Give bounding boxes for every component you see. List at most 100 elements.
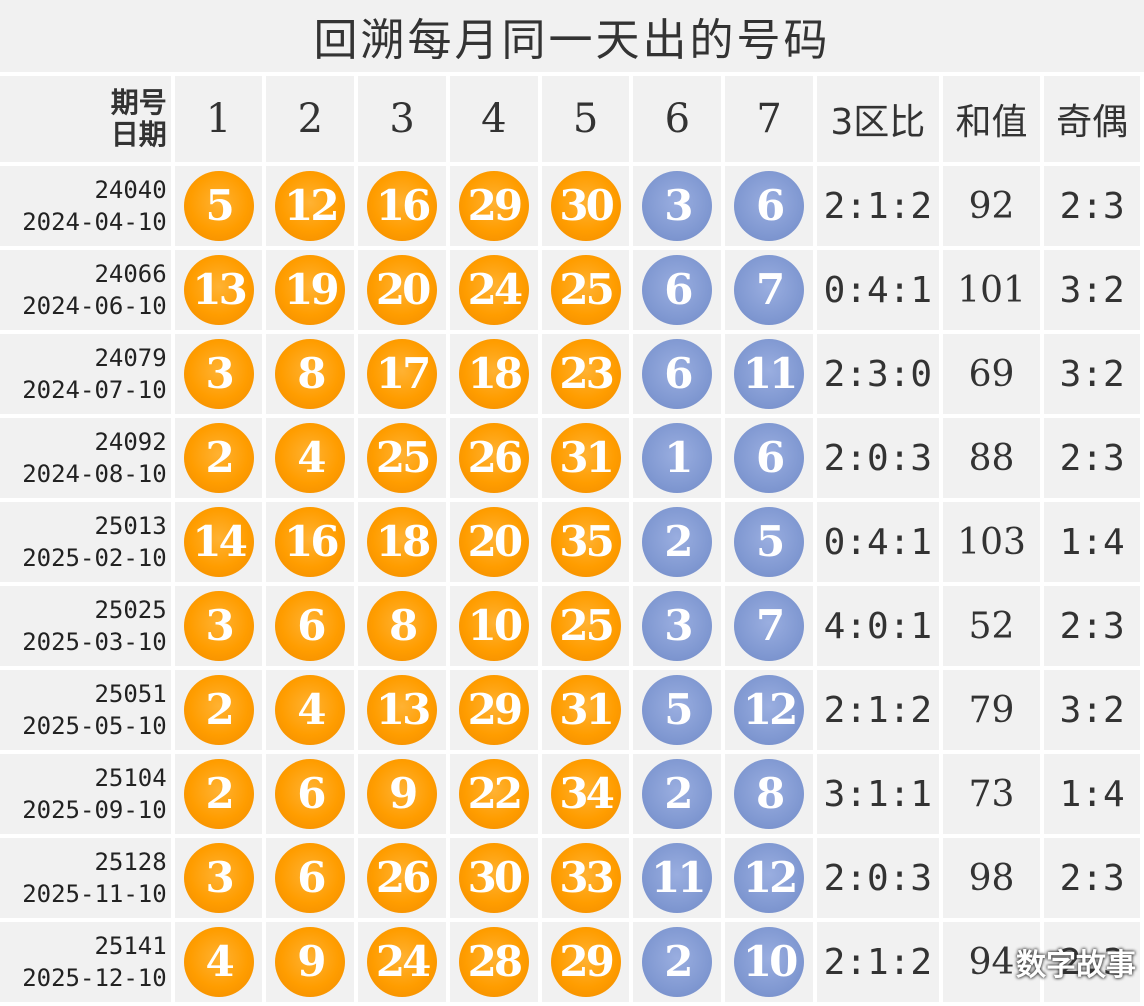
front-ball: 6 <box>275 843 346 913</box>
front-ball: 3 <box>183 591 254 661</box>
issue-number: 25141 <box>94 932 167 960</box>
ball-cell: 6 <box>725 418 813 498</box>
column-header-5: 5 <box>541 76 630 162</box>
ball-cell: 33 <box>541 838 630 918</box>
ball-cell: 16 <box>266 502 355 582</box>
zone-ratio-cell: 2:0:3 <box>816 838 939 918</box>
rows-body: 24040 2024-04-10 5 12 16 29 30 3 6 2:1:2 92 2:3 2406… <box>0 166 1140 1002</box>
back-ball: 6 <box>734 423 805 493</box>
issue-date-cell: 25025 2025-03-10 <box>0 586 171 666</box>
issue-number: 25128 <box>94 848 167 876</box>
ball-cell: 10 <box>725 922 813 1002</box>
column-header-6: 6 <box>633 76 722 162</box>
ball-cell: 14 <box>174 502 263 582</box>
ball-cell: 13 <box>174 250 263 330</box>
front-ball: 5 <box>183 171 254 241</box>
odd-even-cell: 1:4 <box>1044 754 1140 834</box>
column-header-1: 1 <box>174 76 263 162</box>
ball-cell: 3 <box>174 334 263 414</box>
table-row: 25104 2025-09-10 2 6 9 22 34 2 8 3:1:1 73 1:4 <box>0 754 1140 834</box>
ball-cell: 3 <box>633 166 722 246</box>
front-ball: 23 <box>550 339 621 409</box>
page-title: 回溯每月同一天出的号码 <box>0 0 1144 72</box>
zone-ratio-cell: 2:1:2 <box>816 922 939 1002</box>
back-ball: 8 <box>734 759 805 829</box>
issue-number: 24066 <box>94 260 167 288</box>
ball-cell: 28 <box>449 922 538 1002</box>
issue-date-cell: 24040 2024-04-10 <box>0 166 171 246</box>
odd-even-header: 奇偶 <box>1044 76 1140 162</box>
sum-cell: 88 <box>942 418 1041 498</box>
ball-cell: 29 <box>541 922 630 1002</box>
ball-cell: 8 <box>266 334 355 414</box>
table-row: 24079 2024-07-10 3 8 17 18 23 6 11 2:3:0 69 3:2 <box>0 334 1140 414</box>
front-ball: 2 <box>183 759 254 829</box>
front-ball: 17 <box>367 339 438 409</box>
front-ball: 2 <box>183 675 254 745</box>
table-row: 24092 2024-08-10 2 4 25 26 31 1 6 2:0:3 88 2:3 <box>0 418 1140 498</box>
ball-cell: 31 <box>541 418 630 498</box>
ball-cell: 2 <box>174 754 263 834</box>
odd-even-cell: 3:2 <box>1044 250 1140 330</box>
front-ball: 9 <box>275 927 346 997</box>
draw-date: 2025-12-10 <box>22 964 167 992</box>
ball-cell: 4 <box>174 922 263 1002</box>
odd-even-cell: 2:3 <box>1044 586 1140 666</box>
draw-date: 2025-11-10 <box>22 880 167 908</box>
table-row: 25051 2025-05-10 2 4 13 29 31 5 12 2:1:2 79 3:2 <box>0 670 1140 750</box>
sum-cell: 52 <box>942 586 1041 666</box>
front-ball: 8 <box>275 339 346 409</box>
ball-cell: 12 <box>725 838 813 918</box>
draw-date: 2024-07-10 <box>22 376 167 404</box>
ball-cell: 6 <box>633 334 722 414</box>
ball-cell: 11 <box>725 334 813 414</box>
ball-cell: 2 <box>174 670 263 750</box>
ball-cell: 3 <box>633 586 722 666</box>
issue-number: 25051 <box>94 680 167 708</box>
odd-even-cell: 2:3 <box>1044 838 1140 918</box>
back-ball: 3 <box>642 591 713 661</box>
issue-number: 24092 <box>94 428 167 456</box>
issue-date-cell: 24066 2024-06-10 <box>0 250 171 330</box>
ball-cell: 6 <box>266 586 355 666</box>
zone-ratio-cell: 2:1:2 <box>816 670 939 750</box>
front-ball: 6 <box>275 591 346 661</box>
back-ball: 6 <box>734 171 805 241</box>
front-ball: 13 <box>183 255 254 325</box>
odd-even-cell: 2:3 <box>1044 166 1140 246</box>
front-ball: 3 <box>183 843 254 913</box>
ball-cell: 34 <box>541 754 630 834</box>
issue-date-cell: 25141 2025-12-10 <box>0 922 171 1002</box>
ball-cell: 5 <box>633 670 722 750</box>
back-ball: 12 <box>734 675 805 745</box>
ball-cell: 6 <box>266 754 355 834</box>
ball-cell: 1 <box>633 418 722 498</box>
zone-ratio-cell: 0:4:1 <box>816 250 939 330</box>
issue-number: 25025 <box>94 596 167 624</box>
front-ball: 35 <box>550 507 621 577</box>
table-row: 25025 2025-03-10 3 6 8 10 25 3 7 4:0:1 52 2:3 <box>0 586 1140 666</box>
sum-header: 和值 <box>942 76 1041 162</box>
ball-cell: 4 <box>266 418 355 498</box>
issue-date-cell: 25051 2025-05-10 <box>0 670 171 750</box>
ball-cell: 31 <box>541 670 630 750</box>
ball-cell: 26 <box>449 418 538 498</box>
ball-cell: 2 <box>633 502 722 582</box>
ball-cell: 18 <box>449 334 538 414</box>
front-ball: 8 <box>367 591 438 661</box>
issue-number: 25013 <box>94 512 167 540</box>
sum-cell: 73 <box>942 754 1041 834</box>
front-ball: 30 <box>458 843 529 913</box>
ball-cell: 24 <box>449 250 538 330</box>
front-ball: 13 <box>367 675 438 745</box>
issue-date-cell: 24092 2024-08-10 <box>0 418 171 498</box>
back-ball: 10 <box>734 927 805 997</box>
front-ball: 30 <box>550 171 621 241</box>
issue-date-header: 期号 日期 <box>0 76 171 162</box>
ball-cell: 30 <box>541 166 630 246</box>
ball-cell: 2 <box>633 754 722 834</box>
front-ball: 29 <box>458 171 529 241</box>
front-ball: 29 <box>458 675 529 745</box>
zone-ratio-cell: 2:0:3 <box>816 418 939 498</box>
column-header-3: 3 <box>358 76 446 162</box>
